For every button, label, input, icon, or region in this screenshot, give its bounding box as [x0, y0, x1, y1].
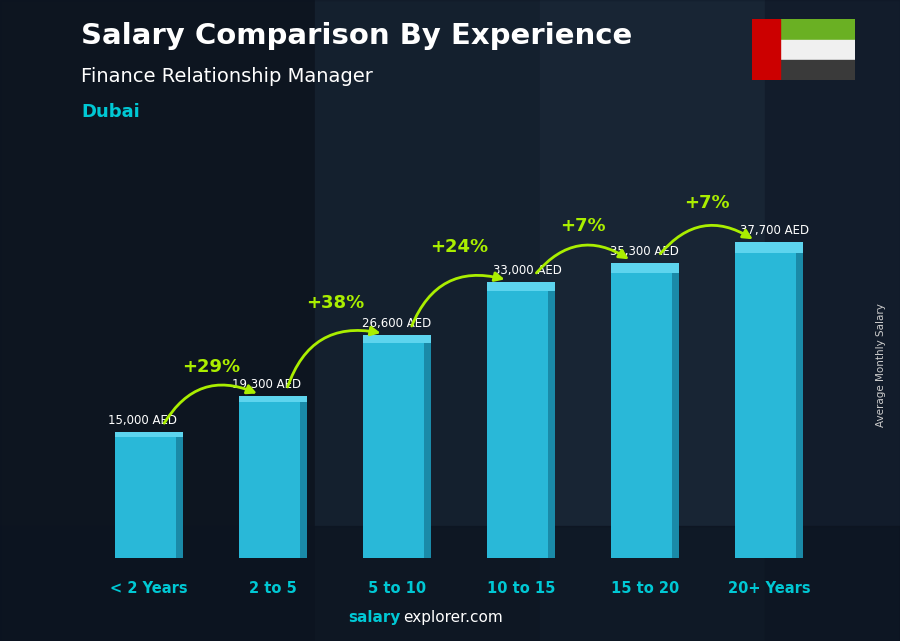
Text: 33,000 AED: 33,000 AED — [492, 263, 562, 277]
Bar — [611, 263, 679, 558]
Bar — [672, 263, 679, 558]
Bar — [239, 396, 307, 558]
Text: < 2 Years: < 2 Years — [111, 581, 188, 596]
Bar — [315, 0, 540, 641]
Text: 37,700 AED: 37,700 AED — [741, 224, 810, 237]
Text: Average Monthly Salary: Average Monthly Salary — [877, 303, 886, 428]
Text: +7%: +7% — [560, 217, 606, 235]
Text: +29%: +29% — [182, 358, 240, 376]
Text: salary: salary — [348, 610, 400, 625]
Bar — [611, 263, 679, 273]
Text: 5 to 10: 5 to 10 — [368, 581, 426, 596]
Bar — [548, 282, 555, 558]
Text: 10 to 15: 10 to 15 — [487, 581, 555, 596]
Bar — [487, 282, 555, 292]
Bar — [0, 526, 900, 641]
Text: 20+ Years: 20+ Years — [727, 581, 810, 596]
Bar — [540, 0, 765, 641]
Bar — [115, 432, 184, 437]
Bar — [176, 432, 184, 558]
Bar — [734, 242, 803, 558]
Bar — [796, 242, 803, 558]
Bar — [115, 432, 184, 558]
Text: Finance Relationship Manager: Finance Relationship Manager — [81, 67, 373, 87]
Bar — [239, 396, 307, 402]
Text: Salary Comparison By Experience: Salary Comparison By Experience — [81, 22, 632, 51]
Bar — [734, 242, 803, 253]
Text: +38%: +38% — [306, 294, 364, 313]
Bar — [363, 335, 431, 558]
Text: 2 to 5: 2 to 5 — [249, 581, 297, 596]
Text: Dubai: Dubai — [81, 103, 140, 121]
Bar — [780, 19, 855, 40]
Bar — [752, 19, 780, 80]
Bar — [424, 335, 431, 558]
Bar — [0, 0, 315, 641]
Bar — [780, 60, 855, 80]
Bar — [765, 0, 900, 641]
Text: 26,600 AED: 26,600 AED — [363, 317, 432, 330]
Bar — [301, 396, 307, 558]
Bar — [487, 282, 555, 558]
Bar — [780, 40, 855, 60]
Text: explorer.com: explorer.com — [403, 610, 503, 625]
Text: 35,300 AED: 35,300 AED — [610, 244, 680, 258]
Text: +24%: +24% — [430, 238, 488, 256]
Text: +7%: +7% — [684, 194, 730, 212]
Text: 15 to 20: 15 to 20 — [611, 581, 679, 596]
Text: 15,000 AED: 15,000 AED — [109, 414, 177, 428]
Text: 19,300 AED: 19,300 AED — [232, 378, 302, 391]
Bar — [363, 335, 431, 343]
